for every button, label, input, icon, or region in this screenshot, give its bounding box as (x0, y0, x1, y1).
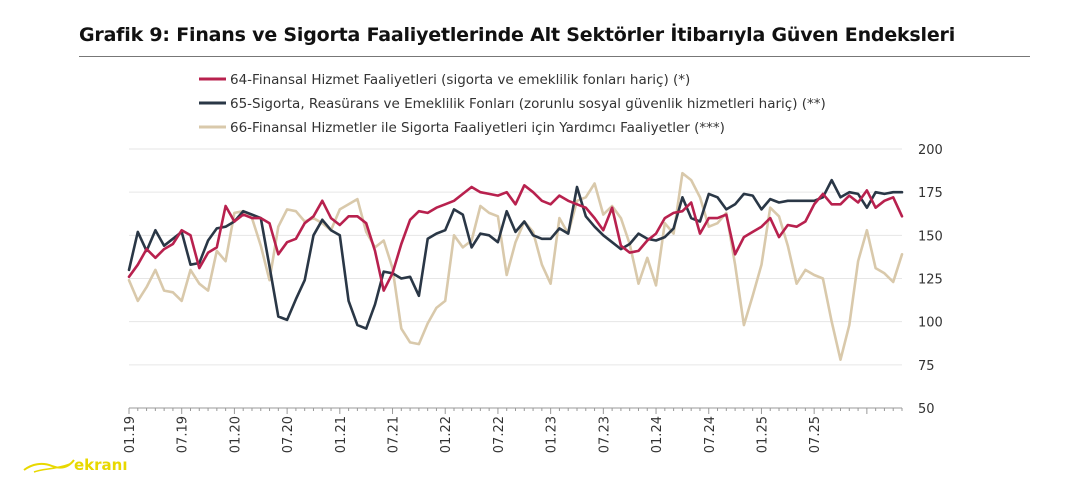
x-tick-label: 01.23 (545, 416, 560, 453)
legend: 64-Finansal Hizmet Faaliyetleri (sigorta… (199, 72, 826, 136)
x-tick-label: 07.24 (703, 416, 718, 453)
watermark-text: ekranı (74, 456, 128, 474)
legend-label: 65-Sigorta, Reasürans ve Emeklilik Fonla… (230, 96, 826, 112)
x-tick-label: 01.21 (334, 416, 349, 453)
x-tick-label: 07.25 (808, 416, 823, 453)
x-tick-label: 01.22 (439, 416, 454, 453)
watermark-logo (23, 459, 75, 473)
x-tick-label: 07.22 (492, 416, 507, 453)
title-divider (79, 56, 1030, 57)
y-tick-label: 150 (918, 229, 943, 244)
x-tick-label: 01.20 (228, 416, 243, 453)
series-line-3 (127, 171, 904, 361)
y-tick-label: 100 (918, 316, 943, 331)
series-line-1 (127, 184, 904, 292)
x-tick-label: 07.23 (597, 416, 612, 453)
y-tick-label: 50 (918, 402, 935, 417)
axes: 50 75 100 125 150 175 200 01.19 07.19 01.20 07.20 0… (123, 143, 943, 453)
gridlines (129, 148, 902, 366)
x-tick-label: 01.25 (755, 416, 770, 453)
y-tick-label: 200 (918, 143, 943, 158)
legend-label: 66-Finansal Hizmetler ile Sigorta Faaliy… (230, 120, 725, 136)
x-tick-label: 07.21 (387, 416, 402, 453)
x-tick-label: 07.20 (281, 416, 296, 453)
x-tick-label: 07.19 (176, 416, 191, 453)
series-lines (127, 171, 904, 361)
y-tick-label: 75 (918, 359, 935, 374)
x-tick-label: 01.24 (650, 416, 665, 453)
x-tick-label: 01.19 (123, 416, 138, 453)
legend-label: 64-Finansal Hizmet Faaliyetleri (sigorta… (230, 72, 690, 88)
y-tick-label: 125 (918, 273, 943, 288)
y-tick-label: 175 (918, 186, 943, 201)
chart-title: Grafik 9: Finans ve Sigorta Faaliyetleri… (79, 24, 956, 46)
